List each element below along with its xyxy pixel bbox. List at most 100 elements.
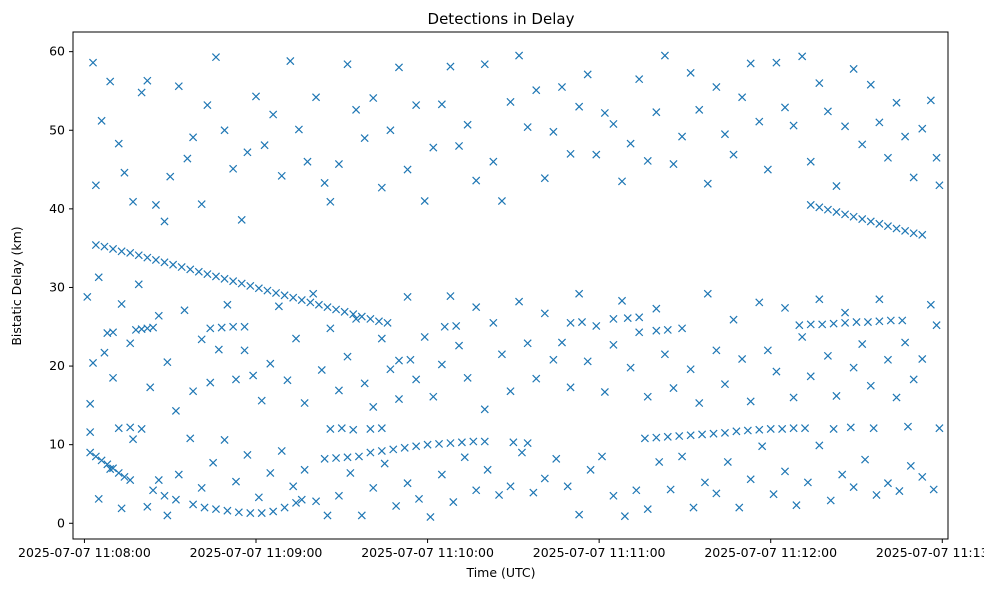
detection-point bbox=[746, 475, 755, 484]
detection-point bbox=[452, 321, 461, 331]
detection-point bbox=[86, 399, 95, 408]
detection-point bbox=[437, 470, 446, 479]
detection-point bbox=[377, 183, 386, 192]
detection-point bbox=[858, 140, 867, 149]
detection-point bbox=[246, 281, 255, 290]
detection-point bbox=[114, 424, 123, 433]
detection-point bbox=[901, 132, 910, 141]
detection-point bbox=[841, 122, 850, 131]
detection-point bbox=[394, 356, 404, 365]
detection-point bbox=[200, 503, 209, 512]
detection-point bbox=[829, 319, 838, 328]
detection-point bbox=[497, 196, 506, 206]
detection-point bbox=[826, 496, 835, 505]
detection-point bbox=[480, 60, 489, 69]
detection-point bbox=[103, 460, 112, 469]
detection-point bbox=[720, 380, 729, 389]
detection-point bbox=[366, 424, 375, 433]
detection-point bbox=[866, 217, 875, 226]
detection-point bbox=[875, 295, 884, 304]
detection-point bbox=[137, 88, 146, 97]
detection-point bbox=[552, 454, 561, 463]
detection-point bbox=[463, 373, 472, 382]
detection-point bbox=[841, 210, 850, 219]
detection-point bbox=[849, 483, 858, 492]
detection-point bbox=[832, 391, 841, 400]
detection-point bbox=[909, 173, 918, 182]
detection-point bbox=[780, 303, 790, 312]
detection-point bbox=[100, 348, 109, 357]
detection-point bbox=[663, 432, 672, 441]
detection-point bbox=[883, 153, 892, 162]
detection-point bbox=[163, 358, 172, 367]
detection-point bbox=[149, 486, 158, 495]
detection-point bbox=[895, 487, 904, 496]
detection-point bbox=[932, 321, 941, 330]
detection-point bbox=[97, 456, 106, 465]
detection-point bbox=[632, 486, 641, 495]
detection-point bbox=[289, 482, 298, 491]
detection-point bbox=[189, 387, 198, 396]
detection-point bbox=[858, 340, 867, 349]
detection-point bbox=[143, 253, 152, 262]
detection-point bbox=[277, 171, 286, 180]
detection-point bbox=[480, 405, 489, 414]
detection-point bbox=[515, 51, 524, 60]
detection-point bbox=[557, 338, 566, 347]
detection-point bbox=[703, 289, 712, 298]
detection-point bbox=[286, 57, 295, 66]
detection-point bbox=[901, 338, 910, 347]
detection-point bbox=[780, 467, 790, 476]
detection-point bbox=[617, 177, 627, 186]
detection-point bbox=[106, 465, 115, 474]
detection-point bbox=[849, 363, 858, 372]
detection-point bbox=[266, 359, 275, 368]
detection-point bbox=[818, 320, 827, 329]
detection-point bbox=[623, 314, 632, 323]
detection-point bbox=[386, 126, 395, 135]
detection-point bbox=[380, 459, 389, 468]
detection-point bbox=[377, 424, 386, 433]
detection-point bbox=[274, 302, 283, 311]
detection-point bbox=[789, 393, 798, 402]
detection-point bbox=[220, 435, 229, 444]
detection-point bbox=[280, 503, 289, 512]
chart-title: Detections in Delay bbox=[428, 10, 575, 28]
detection-point bbox=[669, 384, 678, 393]
detection-point bbox=[91, 240, 100, 250]
detection-point bbox=[186, 434, 195, 443]
detection-point bbox=[506, 97, 515, 106]
detection-point bbox=[117, 247, 126, 256]
detection-point bbox=[120, 472, 129, 481]
detection-point bbox=[801, 424, 810, 433]
detection-point bbox=[909, 375, 918, 384]
detection-point bbox=[126, 339, 135, 348]
detection-point bbox=[720, 428, 729, 437]
detection-point bbox=[120, 168, 129, 177]
detection-point bbox=[229, 277, 238, 286]
detection-point bbox=[712, 489, 721, 498]
detection-point bbox=[263, 286, 272, 295]
detection-point bbox=[780, 103, 790, 112]
detection-point bbox=[738, 354, 747, 364]
detection-point bbox=[320, 178, 329, 187]
detection-point bbox=[91, 452, 100, 461]
detection-point bbox=[269, 110, 278, 119]
y-tick-label: 40 bbox=[49, 201, 65, 216]
detection-point bbox=[566, 149, 575, 158]
detection-point bbox=[932, 153, 941, 162]
detection-point bbox=[257, 396, 266, 405]
detection-point bbox=[151, 255, 160, 264]
detection-point bbox=[249, 371, 258, 380]
detection-point bbox=[563, 482, 572, 491]
detection-point bbox=[875, 317, 884, 326]
detection-point bbox=[366, 314, 375, 323]
detection-point bbox=[935, 181, 944, 190]
detection-point bbox=[532, 374, 541, 383]
detection-point bbox=[883, 355, 892, 364]
detection-point bbox=[686, 68, 695, 77]
detection-point bbox=[169, 260, 178, 269]
detection-point bbox=[652, 326, 661, 335]
y-tick-label: 50 bbox=[49, 122, 65, 137]
